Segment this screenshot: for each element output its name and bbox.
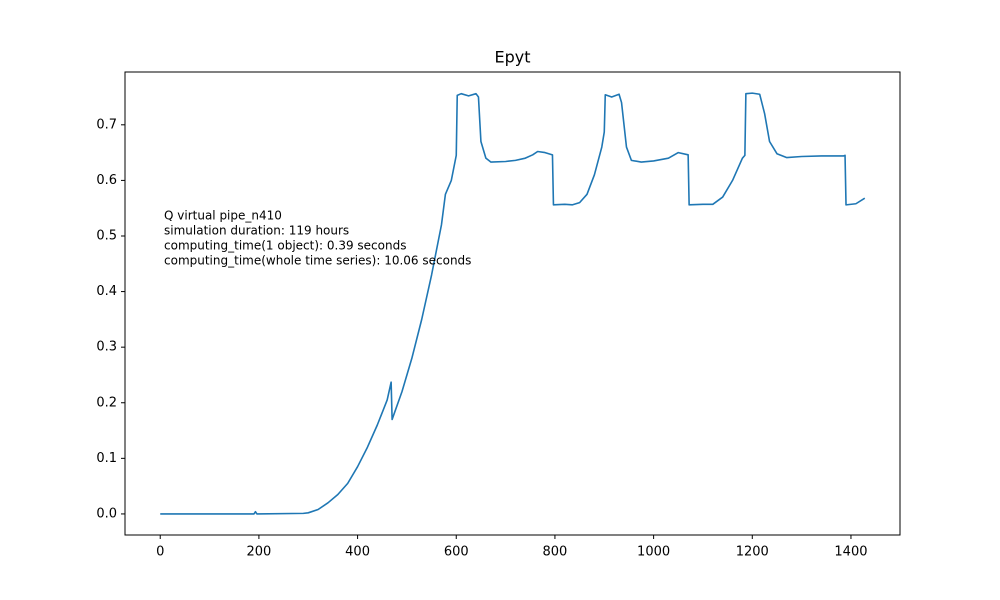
y-tick-label: 0.7 [96,117,117,132]
x-tick-label: 600 [444,545,469,560]
line [160,92,866,515]
x-tick-label: 800 [543,545,568,560]
y-tick-label: 0.1 [96,451,117,466]
plot-frame [124,71,901,536]
x-tick-label: 1000 [637,545,670,560]
annotation: simulation duration: 119 hours [164,224,349,238]
y-tick-label: 0.0 [96,506,117,521]
y-tick-label: 0.3 [96,340,117,355]
y-tick-label: 0.6 [96,173,117,188]
x-tick-label: 0 [156,545,164,560]
annotation: computing_time(whole time series): 10.06… [164,254,471,268]
chart-title: Epyt [494,48,530,67]
annotation: Q virtual pipe_n410 [164,209,282,223]
x-tick-label: 1400 [834,545,867,560]
x-tick-label: 200 [246,545,271,560]
y-tick-label: 0.5 [96,228,117,243]
y-tick-label: 0.2 [96,395,117,410]
annotation: computing_time(1 object): 0.39 seconds [164,239,406,253]
x-tick-label: 400 [345,545,370,560]
x-tick-label: 1200 [736,545,769,560]
y-tick-label: 0.4 [96,284,117,299]
